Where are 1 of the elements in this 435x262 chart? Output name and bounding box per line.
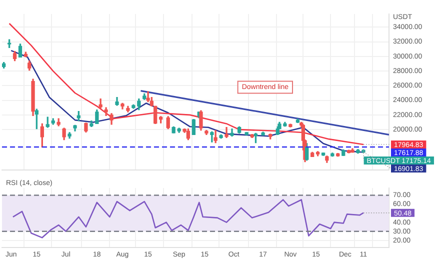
candlestick	[146, 91, 150, 102]
